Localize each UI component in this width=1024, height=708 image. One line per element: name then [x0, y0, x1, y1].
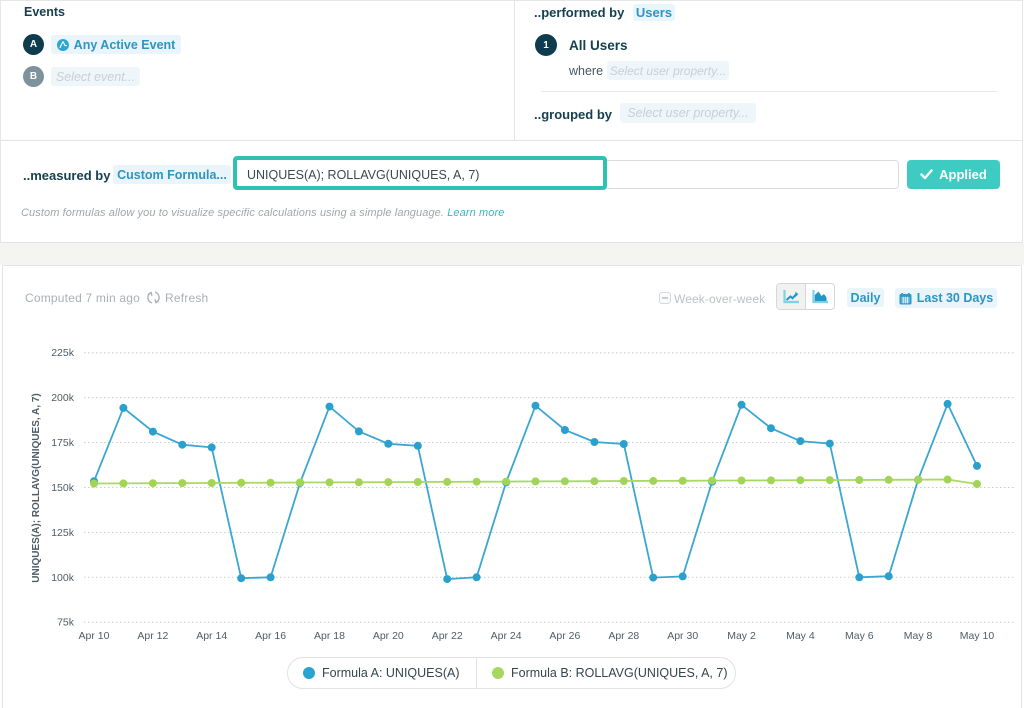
svg-text:Apr 16: Apr 16: [255, 630, 286, 642]
svg-text:May 6: May 6: [845, 630, 874, 642]
svg-text:Apr 14: Apr 14: [196, 630, 227, 642]
svg-text:May 4: May 4: [786, 630, 815, 642]
svg-text:Apr 28: Apr 28: [608, 630, 639, 642]
svg-text:75k: 75k: [57, 617, 75, 629]
svg-text:Apr 12: Apr 12: [137, 630, 168, 642]
svg-text:225k: 225k: [51, 347, 75, 359]
svg-text:May 10: May 10: [960, 630, 995, 642]
svg-text:175k: 175k: [51, 437, 75, 449]
svg-text:Apr 20: Apr 20: [373, 630, 404, 642]
svg-text:Apr 26: Apr 26: [549, 630, 580, 642]
svg-text:Apr 30: Apr 30: [667, 630, 698, 642]
svg-text:125k: 125k: [51, 527, 75, 539]
svg-text:Apr 22: Apr 22: [432, 630, 463, 642]
svg-text:100k: 100k: [51, 572, 75, 584]
svg-text:UNIQUES(A); ROLLAVG(UNIQUES, A: UNIQUES(A); ROLLAVG(UNIQUES, A, 7): [31, 393, 42, 582]
svg-text:Apr 24: Apr 24: [491, 630, 522, 642]
svg-text:150k: 150k: [51, 482, 75, 494]
svg-text:May 8: May 8: [904, 630, 933, 642]
svg-text:200k: 200k: [51, 392, 75, 404]
svg-text:Apr 10: Apr 10: [79, 630, 110, 642]
svg-text:May 2: May 2: [727, 630, 756, 642]
svg-text:Apr 18: Apr 18: [314, 630, 345, 642]
